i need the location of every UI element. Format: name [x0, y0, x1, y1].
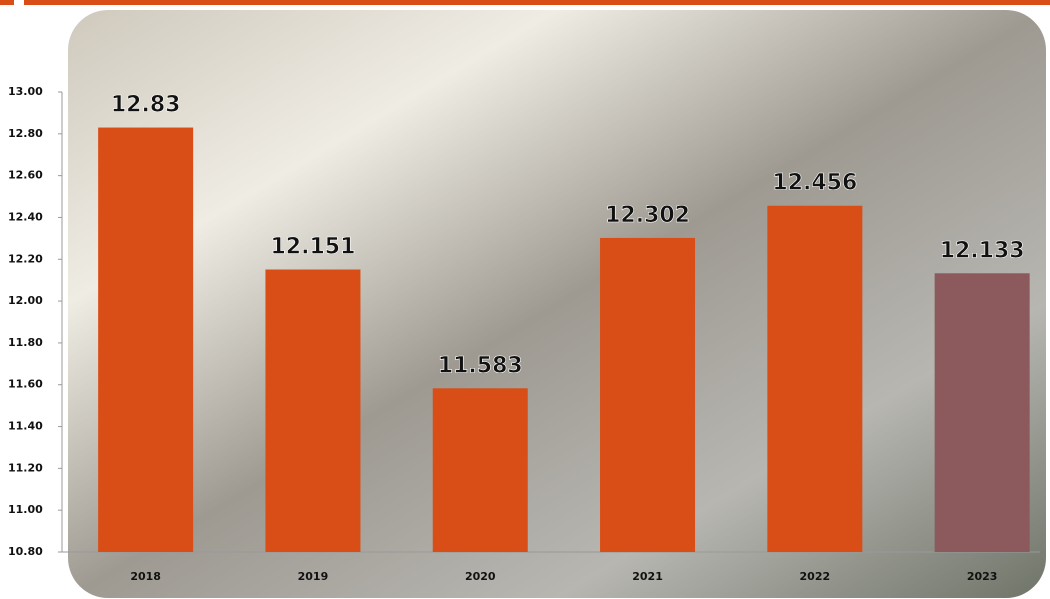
- x-tick-label: 2019: [298, 570, 329, 583]
- x-tick-label: 2023: [967, 570, 998, 583]
- bar: [934, 273, 1030, 552]
- bar: [600, 237, 696, 553]
- bar: [767, 205, 863, 552]
- bar: [432, 388, 528, 552]
- y-tick-label: 11.80: [8, 336, 43, 349]
- x-tick-label: 2022: [800, 570, 831, 583]
- bar: [265, 269, 361, 552]
- y-tick-label: 13.00: [8, 85, 43, 98]
- top-stripe: [24, 0, 1050, 5]
- data-label: 12.83: [111, 93, 181, 118]
- data-label: 11.583: [438, 353, 523, 378]
- y-tick-label: 11.20: [8, 461, 43, 474]
- y-tick-label: 12.40: [8, 210, 43, 223]
- data-label: 12.151: [270, 235, 355, 260]
- x-tick-label: 2018: [130, 570, 161, 583]
- y-tick-label: 11.40: [8, 420, 43, 433]
- data-label: 12.302: [605, 203, 690, 228]
- y-tick-label: 10.80: [8, 545, 43, 558]
- y-tick-label: 12.80: [8, 127, 43, 140]
- y-tick-label: 11.00: [8, 503, 43, 516]
- y-tick-label: 11.60: [8, 378, 43, 391]
- corner-stripe: [0, 0, 14, 5]
- y-tick-label: 12.00: [8, 294, 43, 307]
- x-tick-label: 2021: [632, 570, 663, 583]
- data-label: 12.456: [772, 171, 857, 196]
- bar: [98, 127, 194, 552]
- background-photo: [68, 10, 1046, 598]
- data-label: 12.133: [940, 238, 1025, 263]
- y-tick-label: 12.20: [8, 252, 43, 265]
- y-tick-label: 12.60: [8, 169, 43, 182]
- x-tick-label: 2020: [465, 570, 496, 583]
